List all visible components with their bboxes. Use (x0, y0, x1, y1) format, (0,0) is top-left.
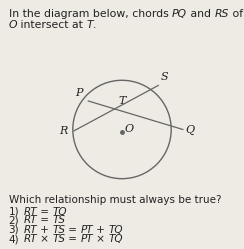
Text: =: = (65, 234, 81, 244)
Text: RT: RT (24, 215, 37, 225)
Text: RS: RS (214, 9, 229, 19)
Text: 3): 3) (9, 225, 19, 235)
Text: of circle: of circle (229, 9, 244, 19)
Text: O: O (125, 124, 134, 134)
Text: 2): 2) (9, 215, 19, 225)
Text: TQ: TQ (109, 234, 123, 244)
Text: 4): 4) (9, 234, 19, 244)
Text: O: O (9, 20, 17, 30)
Text: Which relationship must always be true?: Which relationship must always be true? (9, 195, 221, 205)
Text: TQ: TQ (52, 207, 67, 217)
Text: TS: TS (52, 234, 65, 244)
Text: +: + (93, 225, 108, 235)
Text: T: T (86, 20, 93, 30)
Text: PT: PT (81, 234, 93, 244)
Text: PQ: PQ (172, 9, 187, 19)
Text: =: = (37, 207, 52, 217)
Text: R: R (59, 126, 68, 136)
Text: TS: TS (52, 225, 65, 235)
Text: intersect at: intersect at (17, 20, 86, 30)
Text: TQ: TQ (108, 225, 123, 235)
Text: ×: × (37, 234, 52, 244)
Text: ×: × (93, 234, 109, 244)
Text: RT: RT (24, 234, 37, 244)
Text: Q: Q (185, 124, 194, 134)
Text: PT: PT (81, 225, 93, 235)
Text: =: = (37, 215, 52, 225)
Text: =: = (65, 225, 81, 235)
Text: S: S (161, 71, 168, 82)
Text: and: and (187, 9, 214, 19)
Text: RT: RT (24, 225, 37, 235)
Text: T: T (118, 96, 125, 106)
Text: TS: TS (52, 215, 65, 225)
Text: RT: RT (24, 207, 37, 217)
Text: +: + (37, 225, 52, 235)
Text: 1): 1) (9, 207, 19, 217)
Text: P: P (76, 88, 83, 98)
Text: .: . (93, 20, 96, 30)
Text: In the diagram below, chords: In the diagram below, chords (9, 9, 172, 19)
